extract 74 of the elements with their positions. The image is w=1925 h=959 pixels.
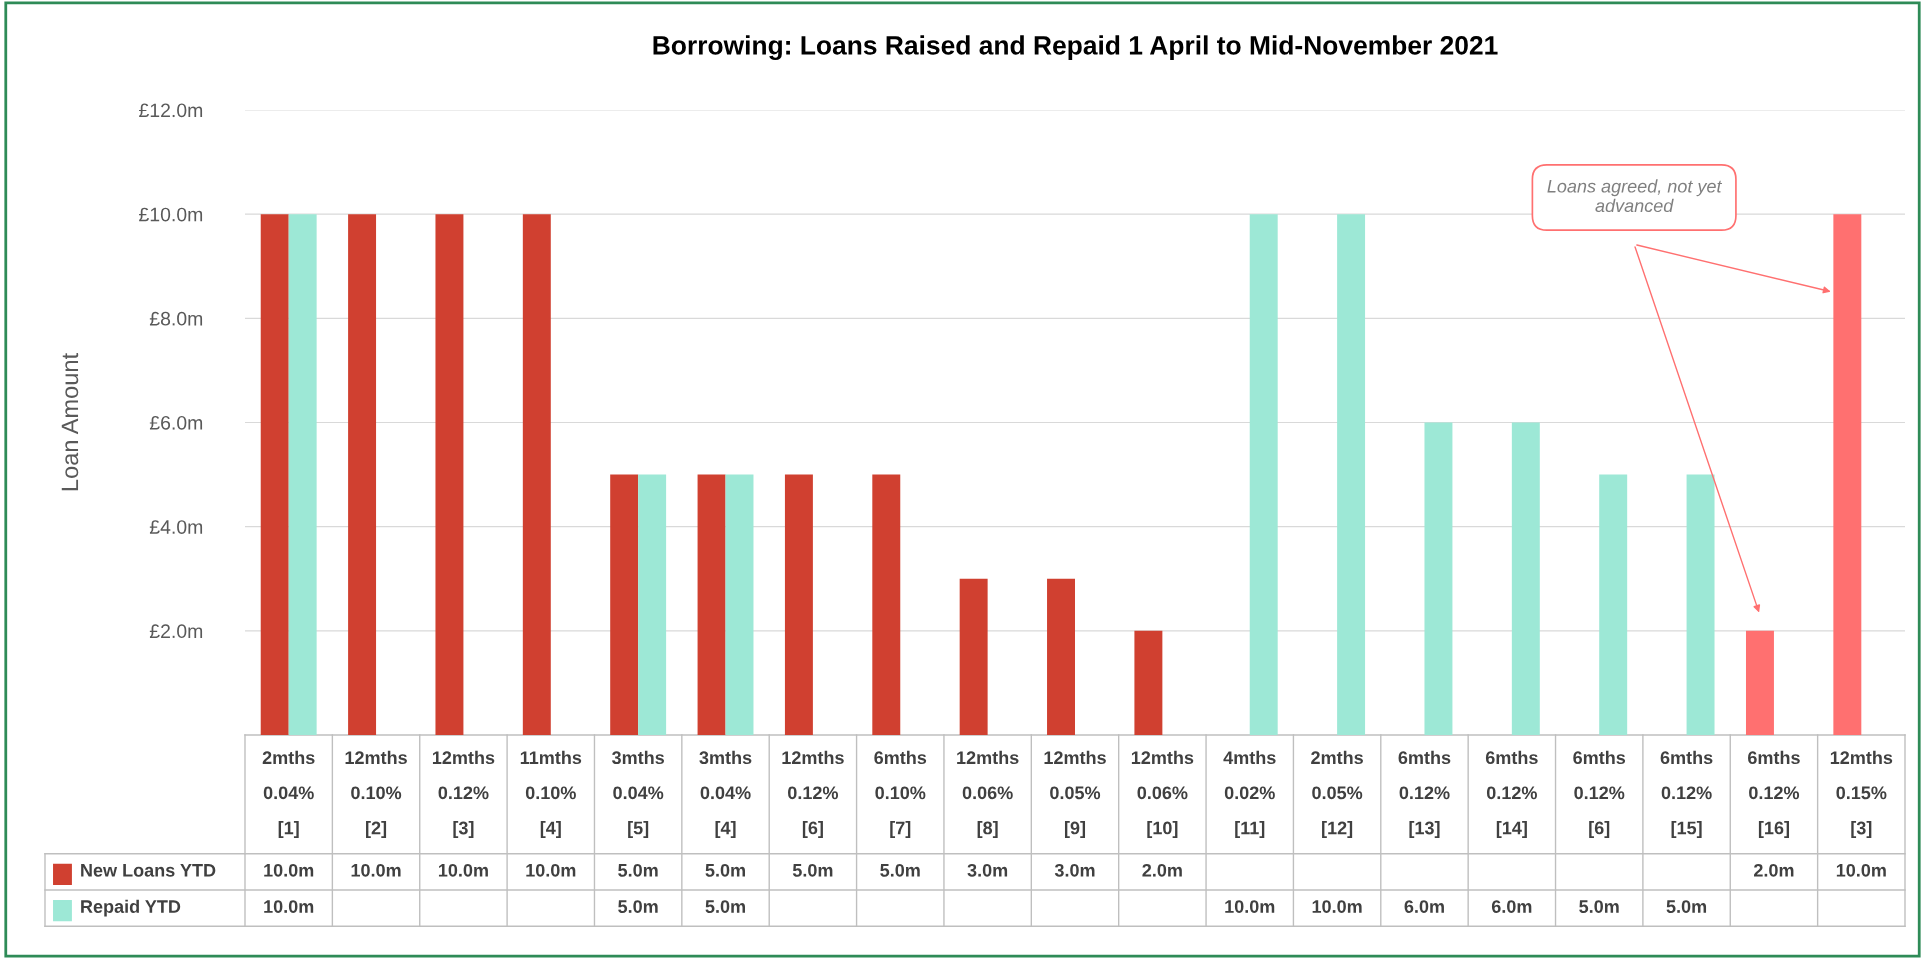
bar xyxy=(697,474,726,735)
bar xyxy=(784,474,813,735)
y-tick-label: £6.0m xyxy=(149,415,203,430)
legend-label: Repaid YTD xyxy=(81,899,181,917)
bar xyxy=(522,214,551,735)
bar xyxy=(260,214,289,735)
data-label: 5.0m xyxy=(618,900,658,913)
data-label: 5.0m xyxy=(618,863,658,877)
data-label: 5.0m xyxy=(1666,900,1707,913)
data-label: 2.0m xyxy=(1142,863,1182,877)
bar xyxy=(1511,422,1540,735)
bar xyxy=(1599,474,1628,735)
data-label: 5.0m xyxy=(705,863,745,877)
category-label: 12mths 0.06% [8] xyxy=(957,750,1019,838)
bar xyxy=(1249,214,1278,735)
bar xyxy=(1686,474,1715,735)
data-label: 5.0m xyxy=(792,863,833,877)
data-label: 10.0m xyxy=(1225,900,1275,913)
data-label: 10.0m xyxy=(526,863,576,877)
bar xyxy=(435,214,464,735)
category-label: 12mths 0.12% [6] xyxy=(782,750,844,838)
bar xyxy=(1833,214,1862,735)
data-label: 10.0m xyxy=(351,863,401,877)
category-label: 11mths 0.10% [4] xyxy=(520,750,582,838)
category-label: 6mths 0.12% [13] xyxy=(1398,750,1451,838)
data-label: 5.0m xyxy=(880,863,920,877)
data-label: 3.0m xyxy=(967,863,1008,877)
y-tick-label: £10.0m xyxy=(139,207,203,222)
category-label: 2mths 0.04% [1] xyxy=(262,750,315,838)
bar xyxy=(610,474,639,735)
data-label: 10.0m xyxy=(264,863,314,877)
category-label: 3mths 0.04% [5] xyxy=(611,750,665,838)
bar xyxy=(1337,214,1366,735)
bar xyxy=(725,474,754,735)
bar xyxy=(1047,578,1075,735)
bar xyxy=(348,214,377,735)
bar xyxy=(638,474,667,735)
y-tick-label: £2.0m xyxy=(149,624,203,639)
data-label: 5.0m xyxy=(705,900,745,913)
data-label: 5.0m xyxy=(1579,900,1619,913)
bar xyxy=(959,578,988,735)
category-label: 12mths 0.12% [3] xyxy=(432,750,495,838)
data-label: 10.0m xyxy=(438,863,488,877)
y-tick-label: £12.0m xyxy=(139,103,203,118)
data-label: 6.0m xyxy=(1404,900,1444,913)
annotation: Loans agreed, not yet advanced xyxy=(1547,179,1723,213)
bar xyxy=(872,474,901,735)
data-label: 2.0m xyxy=(1754,863,1794,877)
data-label: 10.0m xyxy=(264,900,314,913)
y-axis-title: Loan Amount xyxy=(61,353,79,491)
category-label: 2mths 0.05% [12] xyxy=(1311,750,1363,838)
legend-label: New Loans YTD xyxy=(81,864,216,877)
category-label: 6mths 0.12% [6] xyxy=(1573,750,1626,838)
y-tick-label: £4.0m xyxy=(149,520,203,534)
category-label: 6mths 0.10% [7] xyxy=(874,750,927,838)
chart-title: Borrowing: Loans Raised and Repaid 1 April to Mid-November 2021 xyxy=(653,35,1498,61)
category-label: 3mths 0.04% [4] xyxy=(699,750,752,838)
bar xyxy=(1745,630,1774,735)
category-label: 12mths 0.05% [9] xyxy=(1044,750,1106,838)
category-label: 6mths 0.12% [15] xyxy=(1660,750,1713,838)
data-label: 10.0m xyxy=(1312,900,1362,913)
category-label: 12mths 0.15% [3] xyxy=(1830,750,1893,838)
data-label: 3.0m xyxy=(1054,863,1095,877)
category-label: 4mths 0.02% [11] xyxy=(1223,750,1276,838)
bar xyxy=(1424,422,1453,735)
category-label: 12mths 0.06% [10] xyxy=(1131,750,1194,838)
data-label: 6.0m xyxy=(1491,900,1532,913)
bar xyxy=(288,214,317,735)
data-label: 10.0m xyxy=(1836,863,1886,877)
y-tick-label: £8.0m xyxy=(149,311,203,326)
category-label: 12mths 0.10% [2] xyxy=(345,750,407,838)
bar xyxy=(1134,630,1163,735)
category-label: 6mths 0.12% [14] xyxy=(1485,750,1538,838)
category-label: 6mths 0.12% [16] xyxy=(1748,750,1800,838)
